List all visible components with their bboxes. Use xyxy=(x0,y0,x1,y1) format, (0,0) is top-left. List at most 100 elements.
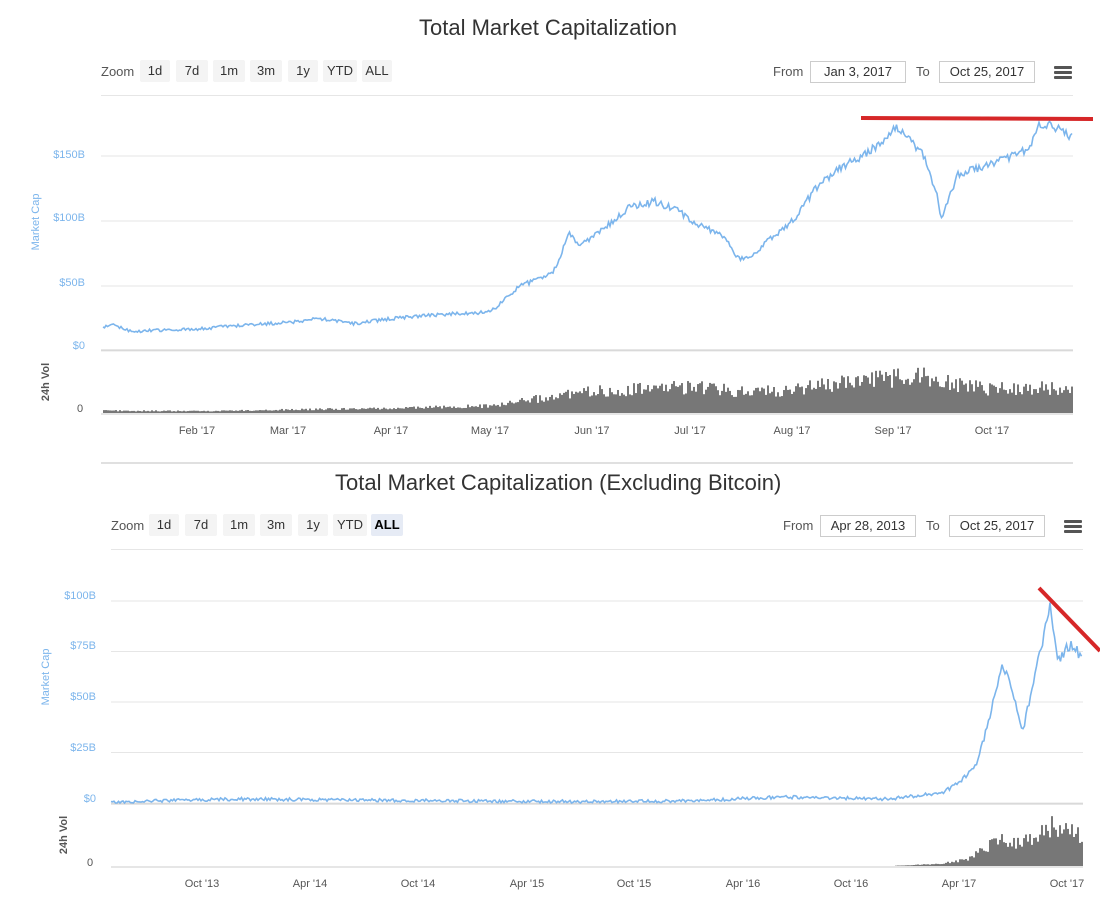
volume-bar xyxy=(523,400,525,413)
volume-bar xyxy=(435,405,437,413)
zoom-button-all[interactable]: ALL xyxy=(362,60,392,82)
volume-bar xyxy=(429,405,431,413)
zoom-button-3m[interactable]: 3m xyxy=(260,514,292,536)
hamburger-menu-icon[interactable] xyxy=(1054,66,1072,80)
volume-bar xyxy=(373,407,375,413)
zoom-button-1m[interactable]: 1m xyxy=(213,60,245,82)
volume-bar xyxy=(485,404,487,413)
volume-bar xyxy=(375,408,377,413)
zoom-button-ytd[interactable]: YTD xyxy=(333,514,367,536)
zoom-button-all[interactable]: ALL xyxy=(371,514,403,536)
from-label: From xyxy=(773,64,804,79)
volume-bar xyxy=(1005,842,1007,866)
volume-bar xyxy=(353,408,355,413)
volume-bar xyxy=(203,410,205,413)
volume-bar xyxy=(909,384,911,413)
zoom-button-3m[interactable]: 3m xyxy=(250,60,282,82)
zoom-button-1y[interactable]: 1y xyxy=(288,60,318,82)
volume-bar xyxy=(787,389,789,413)
volume-bar xyxy=(197,410,199,413)
hamburger-menu-icon[interactable] xyxy=(1064,520,1082,534)
zoom-button-1y[interactable]: 1y xyxy=(298,514,328,536)
volume-bar xyxy=(235,410,237,413)
volume-bar xyxy=(689,382,691,413)
volume-bar xyxy=(151,410,153,413)
volume-bar xyxy=(927,375,929,413)
volume-bar xyxy=(473,406,475,413)
volume-bar xyxy=(153,411,155,413)
volume-bar xyxy=(325,409,327,413)
volume-bar xyxy=(631,395,633,413)
volume-bar xyxy=(813,387,815,413)
volume-bar xyxy=(907,378,909,413)
volume-bar xyxy=(215,410,217,413)
volume-bar xyxy=(641,393,643,413)
volume-bar xyxy=(1063,829,1065,866)
volume-bar xyxy=(389,408,391,413)
volume-bar xyxy=(903,865,905,866)
volume-bar xyxy=(123,410,125,413)
volume-bar xyxy=(1013,837,1015,866)
volume-bar xyxy=(305,408,307,413)
volume-bar xyxy=(357,409,359,413)
volume-bar xyxy=(1057,836,1059,866)
from-date-input[interactable]: Apr 28, 2013 xyxy=(820,515,916,537)
to-date-input[interactable]: Oct 25, 2017 xyxy=(939,61,1035,83)
volume-bar xyxy=(851,385,853,413)
volume-bar xyxy=(669,389,671,413)
volume-bar xyxy=(883,380,885,413)
zoom-button-7d[interactable]: 7d xyxy=(176,60,208,82)
volume-bar xyxy=(443,405,445,413)
volume-bar xyxy=(915,372,917,413)
volume-bar xyxy=(937,381,939,413)
volume-bar xyxy=(707,386,709,413)
zoom-button-7d[interactable]: 7d xyxy=(185,514,217,536)
volume-bar xyxy=(973,857,975,866)
volume-bar xyxy=(281,408,283,413)
volume-bar xyxy=(345,409,347,413)
volume-bar xyxy=(563,392,565,413)
volume-bar xyxy=(913,864,915,866)
volume-bar xyxy=(111,410,113,413)
volume-bar xyxy=(559,393,561,413)
volume-bar xyxy=(837,388,839,413)
zoom-button-ytd[interactable]: YTD xyxy=(323,60,357,82)
volume-bar xyxy=(1077,827,1079,866)
volume-bar xyxy=(329,408,331,413)
volume-bar xyxy=(115,410,117,413)
to-date-input[interactable]: Oct 25, 2017 xyxy=(949,515,1045,537)
zoom-button-1m[interactable]: 1m xyxy=(223,514,255,536)
volume-bar xyxy=(157,411,159,413)
volume-bar xyxy=(859,385,861,413)
volume-bar xyxy=(177,410,179,413)
volume-bar xyxy=(671,383,673,413)
y-tick-label: $75B xyxy=(70,640,96,652)
zoom-button-1d[interactable]: 1d xyxy=(140,60,170,82)
volume-bar xyxy=(597,394,599,413)
volume-bar xyxy=(1025,834,1027,866)
volume-bar xyxy=(977,386,979,413)
volume-bar xyxy=(331,408,333,413)
volume-bar xyxy=(907,865,909,866)
volume-bar xyxy=(163,410,165,413)
volume-bar xyxy=(321,409,323,413)
from-label: From xyxy=(783,518,814,533)
volume-bar xyxy=(959,859,961,866)
volume-bar xyxy=(853,387,855,413)
annotation-mark xyxy=(860,116,1094,121)
volume-bar xyxy=(703,394,705,413)
volume-bar xyxy=(553,399,555,413)
volume-bar xyxy=(825,389,827,413)
volume-bar xyxy=(611,392,613,413)
volume-bar xyxy=(617,389,619,413)
volume-bar xyxy=(113,410,115,413)
volume-bar xyxy=(1037,841,1039,866)
from-date-input[interactable]: Jan 3, 2017 xyxy=(810,61,906,83)
zoom-button-1d[interactable]: 1d xyxy=(149,514,179,536)
volume-bar xyxy=(863,375,865,413)
volume-bar xyxy=(1069,834,1071,866)
volume-bar xyxy=(943,863,945,866)
volume-bar xyxy=(961,380,963,413)
volume-bar xyxy=(809,380,811,413)
volume-bar xyxy=(675,386,677,413)
